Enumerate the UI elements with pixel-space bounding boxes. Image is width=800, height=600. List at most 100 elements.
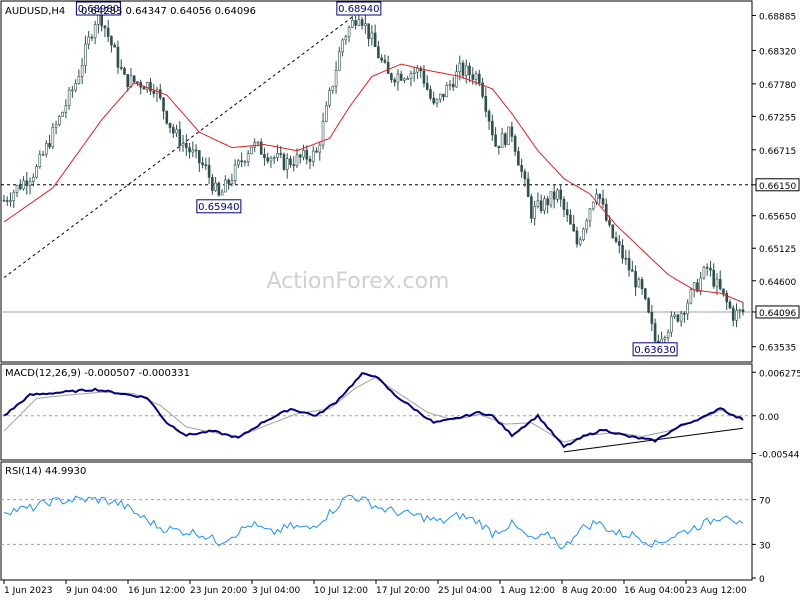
candle-body — [510, 126, 514, 137]
candle-body — [31, 176, 35, 182]
candle-body — [123, 68, 126, 75]
candle-body — [302, 150, 305, 158]
candle-body — [87, 36, 90, 45]
candle-body — [728, 301, 732, 309]
x-tick-label: 3 Jul 04:00 — [252, 586, 301, 596]
candle-body — [569, 214, 572, 225]
candle-body — [370, 32, 374, 39]
candle-body — [276, 153, 279, 158]
candle-body — [679, 312, 683, 322]
rsi-tick-label: 70 — [759, 497, 771, 507]
candle-body — [617, 241, 621, 246]
main-panel-frame — [0, 0, 753, 363]
y-tick-label: 0.67780 — [759, 81, 796, 91]
candle-body — [158, 89, 162, 99]
candle-body — [559, 189, 562, 200]
candle-body — [582, 228, 585, 241]
candle-body — [51, 126, 55, 148]
candle-body — [718, 278, 722, 290]
rsi-line — [3, 494, 744, 550]
candle-body — [227, 179, 230, 184]
macd-title: MACD(12,26,9) -0.000507 -0.000331 — [5, 368, 190, 379]
candle-body — [409, 73, 413, 80]
candle-body — [272, 157, 276, 159]
candle-body — [715, 278, 719, 287]
candle-body — [624, 257, 628, 260]
candle-body — [338, 51, 341, 71]
candle-body — [438, 93, 442, 100]
candle-body — [432, 97, 436, 104]
y-tick-label: 0.64600 — [759, 278, 796, 288]
price-label-box — [196, 199, 242, 214]
candle-body — [500, 133, 504, 149]
candle-body — [74, 83, 77, 91]
candle-body — [18, 185, 22, 190]
candle-body — [650, 312, 654, 324]
candle-body — [634, 271, 637, 288]
candle-body — [5, 200, 9, 202]
candle-body — [611, 224, 615, 238]
candle-body — [207, 165, 211, 178]
rsi-title: RSI(14) 44.9930 — [5, 466, 86, 477]
price-label-box — [632, 342, 678, 357]
candle-body — [393, 79, 396, 83]
candle-body — [181, 143, 185, 146]
axis-tag-box — [755, 178, 800, 192]
candle-body — [28, 181, 32, 186]
candle-body — [448, 83, 452, 86]
candle-body — [533, 206, 536, 219]
candle-body — [263, 154, 266, 159]
candle-body — [266, 157, 269, 162]
candle-body — [201, 162, 204, 166]
candle-body — [621, 245, 624, 259]
candle-body — [136, 81, 139, 83]
candle-body — [468, 65, 471, 75]
candle-body — [494, 134, 497, 147]
price-label-text: 0.68980 — [78, 4, 119, 15]
trendline-dashed — [3, 11, 360, 279]
candle-body — [214, 182, 217, 191]
candle-body — [663, 337, 667, 340]
candle-body — [696, 282, 699, 292]
candle-body — [224, 179, 227, 193]
candle-body — [256, 141, 260, 144]
candle-body — [471, 74, 475, 80]
candle-body — [530, 196, 533, 219]
moving-average-line — [3, 63, 744, 303]
candle-body — [315, 150, 318, 153]
candle-body — [435, 98, 439, 104]
candle-body — [204, 164, 208, 167]
candle-body — [38, 154, 42, 167]
candle-body — [48, 143, 51, 148]
rsi-tick-label: 30 — [759, 541, 771, 551]
candle-body — [464, 65, 468, 76]
candle-body — [666, 331, 670, 338]
x-tick-label: 23 Jun 20:00 — [190, 586, 247, 596]
candle-body — [246, 153, 250, 162]
candle-body — [644, 288, 647, 299]
candle-body — [12, 192, 16, 201]
candle-body — [738, 309, 742, 312]
candle-body — [676, 314, 680, 322]
candle-body — [705, 266, 709, 269]
candle-body — [237, 160, 240, 166]
candle-body — [406, 78, 409, 81]
candle-body — [396, 73, 400, 83]
candle-body — [731, 307, 735, 321]
candle-body — [25, 180, 29, 186]
macd-trendline — [563, 427, 744, 453]
candle-body — [54, 124, 58, 128]
candle-body — [132, 75, 136, 82]
rsi-plot — [1, 494, 752, 550]
watermark: ActionForex.com — [267, 269, 450, 294]
x-tick-label: 16 Aug 04:00 — [624, 586, 685, 596]
candle-body — [507, 126, 510, 145]
x-tick-label: 1 Aug 12:00 — [500, 586, 555, 596]
candle-body — [422, 70, 426, 84]
candle-body — [171, 127, 175, 134]
candle-body — [549, 191, 553, 206]
candle-body — [285, 158, 289, 170]
candle-body — [77, 75, 81, 84]
candle-body — [67, 89, 71, 106]
